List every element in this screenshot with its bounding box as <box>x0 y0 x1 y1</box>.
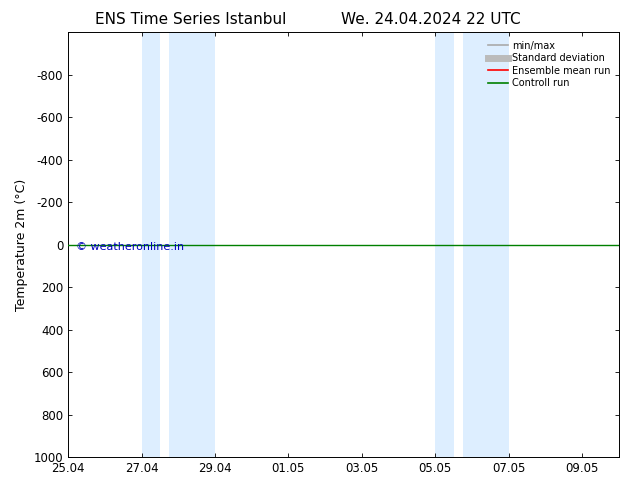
Bar <box>463 32 509 457</box>
Legend: min/max, Standard deviation, Ensemble mean run, Controll run: min/max, Standard deviation, Ensemble me… <box>484 37 614 92</box>
Bar <box>169 32 215 457</box>
Bar <box>141 32 160 457</box>
Text: ENS Time Series Istanbul: ENS Time Series Istanbul <box>94 12 286 27</box>
Y-axis label: Temperature 2m (°C): Temperature 2m (°C) <box>15 178 28 311</box>
Text: © weatheronline.in: © weatheronline.in <box>76 242 184 252</box>
Text: We. 24.04.2024 22 UTC: We. 24.04.2024 22 UTC <box>341 12 521 27</box>
Bar <box>436 32 454 457</box>
